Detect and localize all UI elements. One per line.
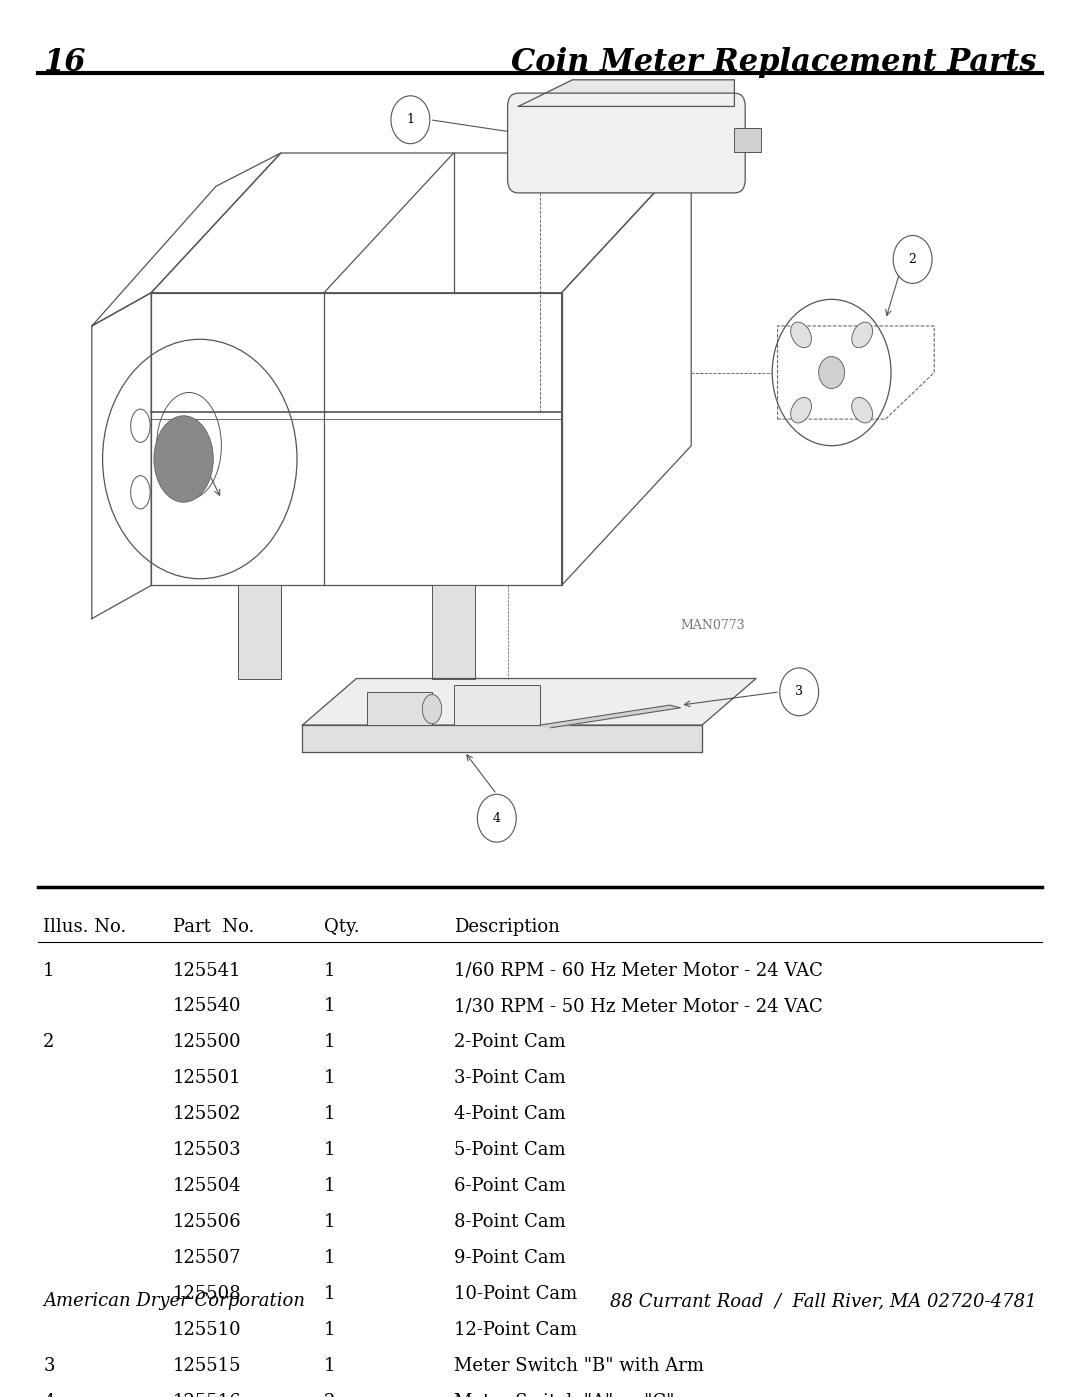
Polygon shape: [302, 725, 702, 752]
Text: 8-Point Cam: 8-Point Cam: [454, 1213, 565, 1231]
Text: 125504: 125504: [173, 1178, 241, 1194]
Text: 125506: 125506: [173, 1213, 242, 1231]
Text: 1: 1: [406, 113, 415, 126]
Text: Meter Switch "A" or "C": Meter Switch "A" or "C": [454, 1393, 674, 1397]
Text: MAN0773: MAN0773: [680, 619, 745, 631]
Polygon shape: [518, 80, 734, 106]
Text: 16: 16: [43, 46, 85, 78]
Ellipse shape: [154, 416, 213, 503]
Bar: [432, 585, 475, 679]
Text: 125516: 125516: [173, 1393, 242, 1397]
Text: 1: 1: [324, 1034, 336, 1052]
Text: 1: 1: [324, 1285, 336, 1303]
Text: 1: 1: [324, 1105, 336, 1123]
Text: 125510: 125510: [173, 1320, 242, 1338]
Text: 125508: 125508: [173, 1285, 242, 1303]
Text: 3: 3: [795, 686, 804, 698]
Text: 9-Point Cam: 9-Point Cam: [454, 1249, 565, 1267]
Text: 125502: 125502: [173, 1105, 241, 1123]
Text: 125500: 125500: [173, 1034, 242, 1052]
Polygon shape: [540, 705, 680, 728]
Text: 88 Currant Road  /  Fall River, MA 02720-4781: 88 Currant Road / Fall River, MA 02720-4…: [610, 1292, 1037, 1310]
Ellipse shape: [422, 694, 442, 724]
Text: 2: 2: [43, 1034, 55, 1052]
Text: Coin Meter Replacement Parts: Coin Meter Replacement Parts: [511, 46, 1037, 78]
Text: 2: 2: [324, 1393, 336, 1397]
Text: 6-Point Cam: 6-Point Cam: [454, 1178, 565, 1194]
Text: 1/30 RPM - 50 Hz Meter Motor - 24 VAC: 1/30 RPM - 50 Hz Meter Motor - 24 VAC: [454, 997, 822, 1016]
Text: 1: 1: [324, 1141, 336, 1160]
Text: 1: 1: [324, 997, 336, 1016]
Text: Illus. No.: Illus. No.: [43, 918, 126, 936]
Text: 125515: 125515: [173, 1356, 241, 1375]
Text: 1: 1: [324, 1249, 336, 1267]
Text: 125507: 125507: [173, 1249, 241, 1267]
Ellipse shape: [852, 397, 873, 423]
Text: 3-Point Cam: 3-Point Cam: [454, 1069, 565, 1087]
Ellipse shape: [791, 323, 811, 348]
Text: 4: 4: [43, 1393, 55, 1397]
Text: 1: 1: [324, 1320, 336, 1338]
Text: 1: 1: [324, 1069, 336, 1087]
Text: 12-Point Cam: 12-Point Cam: [454, 1320, 577, 1338]
Text: Description: Description: [454, 918, 559, 936]
Text: 2-Point Cam: 2-Point Cam: [454, 1034, 565, 1052]
Bar: [734, 127, 761, 152]
Text: Meter Switch "B" with Arm: Meter Switch "B" with Arm: [454, 1356, 703, 1375]
Text: 1: 1: [324, 1213, 336, 1231]
Text: 1: 1: [324, 961, 336, 979]
Ellipse shape: [791, 397, 811, 423]
Circle shape: [819, 356, 845, 388]
Text: Part  No.: Part No.: [173, 918, 254, 936]
Text: Qty.: Qty.: [324, 918, 360, 936]
Text: 2: 2: [908, 253, 917, 265]
Bar: [238, 585, 281, 679]
FancyBboxPatch shape: [508, 94, 745, 193]
Text: 4: 4: [492, 812, 501, 824]
Text: 10-Point Cam: 10-Point Cam: [454, 1285, 577, 1303]
Text: 1/60 RPM - 60 Hz Meter Motor - 24 VAC: 1/60 RPM - 60 Hz Meter Motor - 24 VAC: [454, 961, 823, 979]
Text: 3: 3: [43, 1356, 55, 1375]
Text: 125541: 125541: [173, 961, 241, 979]
Text: 125540: 125540: [173, 997, 241, 1016]
Text: 125503: 125503: [173, 1141, 242, 1160]
Bar: [367, 692, 432, 725]
Bar: [454, 685, 540, 725]
Text: 1: 1: [324, 1356, 336, 1375]
Text: 125501: 125501: [173, 1069, 242, 1087]
Polygon shape: [302, 679, 756, 725]
Ellipse shape: [852, 323, 873, 348]
Text: 1: 1: [324, 1178, 336, 1194]
Text: 5-Point Cam: 5-Point Cam: [454, 1141, 565, 1160]
Text: American Dryer Corporation: American Dryer Corporation: [43, 1292, 306, 1310]
Text: 1: 1: [43, 961, 55, 979]
Text: 4-Point Cam: 4-Point Cam: [454, 1105, 565, 1123]
